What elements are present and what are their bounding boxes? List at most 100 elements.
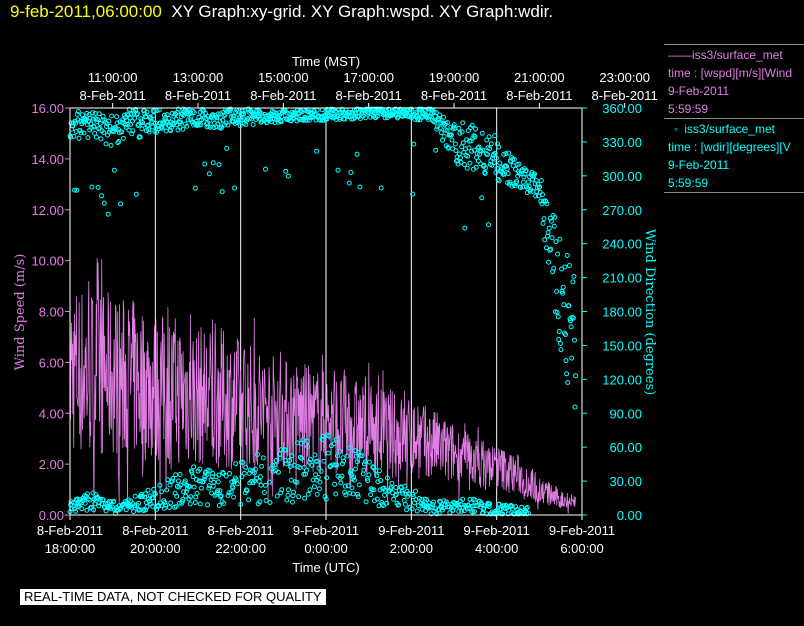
wdir-point: [543, 245, 549, 251]
wdir-point: [132, 493, 138, 499]
wdir-point: [402, 483, 408, 489]
wdir-point: [154, 129, 159, 135]
wdir-point: [240, 460, 246, 465]
wdir-point: [506, 150, 512, 156]
wdir-point: [140, 122, 146, 128]
wdir-point: [457, 155, 463, 161]
wdir-point: [87, 115, 93, 121]
wdir-point: [90, 110, 95, 116]
wdir-point: [479, 195, 485, 201]
wdir-point: [240, 108, 246, 114]
wdir-point: [161, 505, 167, 511]
wdir-point: [480, 147, 486, 153]
wdir-point: [555, 251, 561, 257]
wdir-point: [89, 184, 95, 190]
wdir-point: [227, 471, 232, 476]
wdir-point: [565, 380, 571, 385]
wdir-point: [503, 151, 509, 157]
wdir-point: [288, 477, 294, 483]
wdir-point: [82, 500, 88, 506]
wdir-point: [78, 130, 84, 136]
wdir-point: [533, 193, 539, 199]
wdir-point: [378, 478, 384, 484]
y-right-tick-label: 0.00: [617, 508, 642, 523]
wdir-point: [99, 193, 104, 199]
wdir-point: [319, 437, 325, 442]
wdir-point: [496, 144, 502, 150]
legend-wdir-date: 9-Feb-2011: [668, 158, 730, 172]
wdir-point: [224, 145, 230, 151]
wdir-point: [305, 444, 311, 449]
wdir-point: [95, 117, 100, 123]
wdir-point: [368, 486, 374, 492]
wdir-point: [484, 152, 490, 158]
wdir-point: [404, 507, 409, 513]
x-tick-label-date: 9-Feb-2011: [378, 523, 444, 538]
wdir-point: [141, 108, 147, 114]
wdir-point: [558, 347, 564, 353]
wdir-point: [469, 148, 475, 154]
y-right-tick-label: 300.00: [602, 169, 642, 184]
legend-wdir-time: 5:59:59: [668, 176, 709, 190]
wdir-point: [194, 490, 200, 496]
top-tick-label-time: 17:00:00: [343, 70, 394, 85]
y-right-tick-label: 270.00: [602, 203, 642, 218]
wdir-point: [255, 451, 261, 457]
wdir-point: [191, 110, 197, 116]
wdir-point: [572, 337, 577, 343]
wdir-point: [86, 496, 91, 502]
wdir-point: [331, 441, 337, 447]
top-tick-label-time: 21:00:00: [514, 70, 565, 85]
top-tick-label-time: 13:00:00: [173, 70, 224, 85]
wdir-point: [191, 464, 197, 470]
wdir-point: [257, 499, 263, 505]
wdir-point: [342, 489, 348, 495]
wdir-point: [221, 501, 227, 506]
wdir-point: [427, 504, 433, 510]
wdir-point: [241, 470, 247, 476]
wdir-point: [216, 472, 222, 478]
wdir-point: [467, 160, 473, 166]
wdir-point: [118, 201, 124, 207]
top-tick-label-time: 19:00:00: [429, 70, 480, 85]
wdir-point: [170, 476, 176, 481]
wdir-point: [335, 167, 341, 173]
wdir-point: [482, 171, 488, 176]
wdir-point: [329, 108, 335, 114]
wdir-point: [316, 486, 322, 492]
wdir-point: [566, 263, 572, 268]
wdir-point: [174, 122, 180, 128]
wdir-point: [560, 284, 566, 290]
wind-speed-series: [69, 247, 576, 514]
wdir-point: [345, 483, 351, 489]
wdir-point: [206, 483, 212, 489]
wdir-point: [521, 174, 527, 180]
wdir-point: [192, 185, 198, 191]
wdir-point: [233, 461, 239, 467]
wdir-point: [432, 119, 438, 125]
wdir-point: [347, 490, 353, 496]
wdir-point: [548, 246, 554, 252]
wdir-point: [384, 475, 390, 481]
wdir-point: [215, 111, 221, 117]
bottom-axis-label: Time (UTC): [292, 560, 359, 575]
wdir-point: [318, 468, 324, 474]
wdir-point: [437, 125, 443, 131]
wdir-point: [356, 482, 362, 488]
wdir-point: [68, 499, 74, 505]
wdir-point: [556, 329, 562, 334]
wdir-point: [352, 466, 358, 472]
y-right-tick-label: 150.00: [602, 338, 642, 353]
wdir-point: [533, 177, 539, 183]
wdir-point: [315, 474, 321, 480]
wdir-point: [146, 129, 152, 135]
wdir-point: [235, 108, 241, 114]
wdir-point: [513, 166, 518, 172]
wdir-point: [279, 487, 285, 493]
y-left-tick-label: 6.00: [39, 355, 64, 370]
wdir-point: [211, 479, 217, 485]
wdir-point: [433, 110, 439, 116]
wdir-point: [460, 496, 466, 502]
wdir-point: [98, 136, 104, 142]
wdir-point: [250, 122, 256, 127]
